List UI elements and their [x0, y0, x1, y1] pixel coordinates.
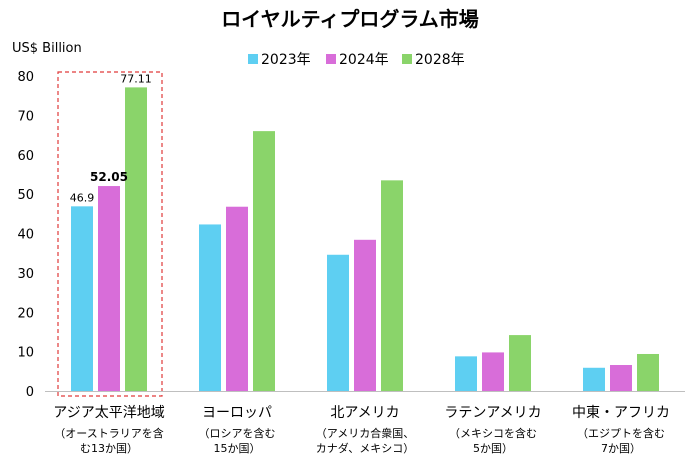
category-note: む13か国） — [80, 442, 138, 455]
bar — [253, 131, 275, 391]
category-note: （メキシコを含む — [449, 426, 537, 440]
x-tick-label: 北アメリカ — [330, 405, 399, 421]
x-tick-label: アジア太平洋地域 — [53, 405, 164, 421]
y-tick-label: 0 — [26, 385, 34, 400]
legend: 2023年 2024年 2028年 — [248, 52, 465, 68]
bar — [455, 356, 477, 391]
legend-swatch — [402, 54, 412, 64]
bar — [610, 365, 632, 391]
y-tick-label: 80 — [17, 70, 34, 85]
x-tick-label: 中東・アフリカ — [572, 405, 670, 421]
y-tick-label: 40 — [17, 228, 34, 243]
y-tick-label: 50 — [17, 188, 34, 203]
category-note: 5か国） — [473, 442, 513, 455]
category-note: 15か国） — [214, 442, 261, 455]
bar — [98, 186, 120, 391]
legend-label: 2024年 — [339, 52, 389, 68]
y-axis-label: US$ Billion — [12, 41, 82, 56]
legend-label: 2023年 — [261, 52, 311, 68]
category-note: （オーストラリアを含 — [54, 426, 163, 440]
highlight-box — [57, 71, 163, 397]
bar — [381, 180, 403, 391]
bar — [637, 353, 659, 391]
legend-swatch — [248, 54, 258, 64]
bars — [71, 87, 659, 392]
bar — [583, 367, 605, 391]
legend-swatch — [326, 54, 336, 64]
bar — [199, 224, 221, 391]
data-label: 77.11 — [120, 72, 152, 85]
category-note: （アメリカ合衆国、 — [316, 426, 414, 440]
data-labels: 46.9 52.05 77.11 — [70, 72, 152, 204]
bar — [71, 206, 93, 391]
category-note: （エジプトを含む — [577, 426, 665, 440]
y-axis: 0 10 20 30 40 50 60 70 80 — [17, 70, 34, 400]
y-tick-label: 30 — [17, 267, 34, 282]
bar — [327, 254, 349, 391]
bar — [125, 87, 147, 392]
bar — [226, 206, 248, 391]
y-tick-label: 10 — [17, 346, 34, 361]
y-tick-label: 60 — [17, 149, 34, 164]
bar — [482, 352, 504, 391]
highlight-layer — [57, 71, 163, 397]
x-tick-label: ラテンアメリカ — [444, 405, 541, 421]
bar — [509, 335, 531, 391]
bar — [354, 239, 376, 391]
category-note: （ロシアを含む — [199, 426, 276, 440]
y-tick-label: 20 — [17, 306, 34, 321]
category-note: カナダ、メキシコ） — [316, 441, 414, 455]
category-note: 7か国） — [601, 442, 641, 455]
legend-label: 2028年 — [415, 52, 465, 68]
data-label: 52.05 — [90, 170, 128, 184]
x-tick-label: ヨーロッパ — [202, 405, 272, 421]
chart-title: ロイヤルティプログラム市場 — [221, 7, 479, 31]
data-label: 46.9 — [70, 191, 95, 204]
y-tick-label: 70 — [17, 109, 34, 124]
